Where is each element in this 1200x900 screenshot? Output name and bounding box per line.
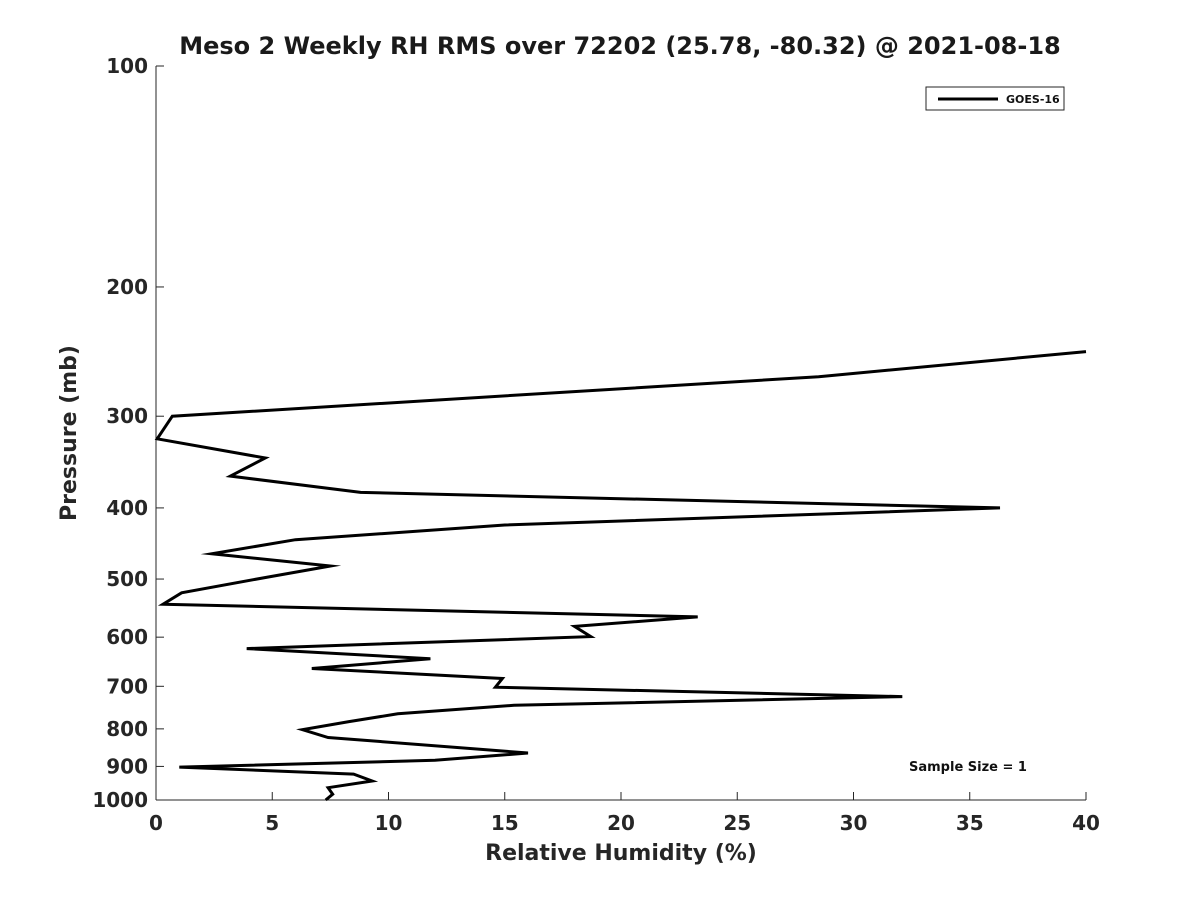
- x-axis-ticks: 0 5 10 15 20 25 30 35 40: [149, 792, 1100, 835]
- y-tick-label: 600: [106, 625, 148, 649]
- y-tick-label: 200: [106, 275, 148, 299]
- x-axis-label: Relative Humidity (%): [485, 841, 757, 866]
- series-group: [154, 350, 1087, 802]
- y-tick-label: 300: [106, 404, 148, 428]
- x-tick-label: 5: [265, 811, 279, 835]
- series-line-goes-16: [154, 350, 1087, 802]
- y-axis-label: Pressure (mb): [57, 345, 82, 521]
- x-tick-label: 10: [375, 811, 403, 835]
- sample-size-annotation: Sample Size = 1: [909, 760, 1027, 775]
- x-tick-label: 25: [723, 811, 751, 835]
- y-tick-label: 700: [106, 674, 148, 698]
- y-tick-label: 500: [106, 567, 148, 591]
- x-tick-label: 35: [956, 811, 984, 835]
- x-tick-label: 20: [607, 811, 635, 835]
- x-tick-label: 15: [491, 811, 519, 835]
- y-tick-label: 1000: [92, 788, 148, 812]
- chart-title: Meso 2 Weekly RH RMS over 72202 (25.78, …: [179, 32, 1061, 60]
- x-tick-label: 40: [1072, 811, 1100, 835]
- x-tick-label: 30: [840, 811, 868, 835]
- y-axis-ticks: 100 200 300 400 500 600 700 800 900 1000: [92, 54, 164, 812]
- y-tick-label: 800: [106, 717, 148, 741]
- legend-label-goes-16: GOES-16: [1006, 93, 1060, 106]
- y-tick-label: 100: [106, 54, 148, 78]
- x-tick-label: 0: [149, 811, 163, 835]
- y-tick-label: 900: [106, 754, 148, 778]
- y-tick-label: 400: [106, 496, 148, 520]
- legend: GOES-16: [925, 86, 1065, 111]
